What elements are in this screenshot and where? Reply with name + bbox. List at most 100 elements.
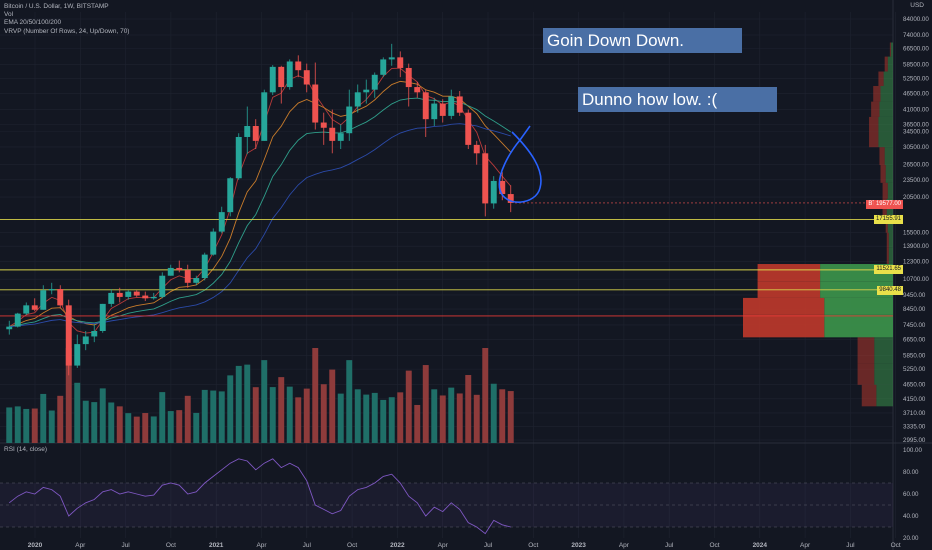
- candle-body: [159, 275, 166, 297]
- volume-bar: [473, 394, 480, 443]
- price-tick: 2995.00: [903, 437, 926, 444]
- candle-body: [380, 59, 387, 75]
- profile-down: [886, 232, 889, 248]
- volume-bar: [142, 413, 149, 443]
- profile-up: [890, 42, 893, 57]
- volume-bar: [269, 387, 276, 443]
- candle-body: [269, 66, 276, 93]
- annotation-dunno[interactable]: Dunno how low. :(: [578, 87, 777, 112]
- candle-body: [482, 153, 489, 204]
- candle-body: [286, 61, 293, 88]
- volume-bar: [116, 406, 123, 443]
- ema-200-line: [9, 123, 511, 328]
- time-tick: 2022: [390, 542, 405, 549]
- ema-50-line: [9, 80, 512, 328]
- candle-body: [456, 96, 463, 113]
- profile-up: [876, 384, 893, 407]
- profile-up: [883, 71, 893, 87]
- price-tick: 46500.00: [903, 91, 929, 98]
- profile-up: [888, 247, 893, 265]
- symbol-label: Bitcoin / U.S. Dollar, 1W, BITSTAMP: [4, 3, 109, 10]
- profile-up: [879, 101, 893, 117]
- profile-down: [889, 42, 891, 57]
- rsi-tick: 40.00: [903, 513, 919, 520]
- volume-bar: [252, 387, 259, 443]
- volume-bar: [133, 416, 140, 443]
- profile-down: [743, 314, 825, 338]
- profile-down: [757, 264, 821, 282]
- price-tick: 36500.00: [903, 121, 929, 128]
- candle-body: [312, 84, 319, 123]
- ema-label: EMA 20/50/100/200: [4, 19, 62, 27]
- price-tick: 10700.00: [903, 276, 929, 283]
- volume-bar: [388, 397, 395, 443]
- candle-body: [82, 336, 89, 345]
- price-axis: 84000.00 74000.00 66500.00 58500.00 52500.00…: [903, 16, 929, 444]
- candle-body: [218, 212, 225, 232]
- profile-down: [886, 247, 889, 265]
- profile-up: [874, 363, 893, 385]
- time-tick: Apr: [256, 542, 267, 549]
- price-tick: 8450.00: [903, 306, 926, 313]
- rsi-pane: 100.00 80.00 60.00 40.00 20.00: [0, 447, 922, 542]
- profile-down: [743, 297, 825, 315]
- candle-body: [295, 61, 302, 71]
- candle-body: [227, 178, 234, 213]
- candle-body: [150, 296, 157, 299]
- volume-bar: [82, 400, 89, 443]
- profile-up: [878, 116, 893, 132]
- price-tick: 4650.00: [903, 381, 926, 388]
- price-tick: 23500.00: [903, 177, 929, 184]
- profile-down: [857, 337, 875, 364]
- candle-body: [473, 144, 480, 154]
- ema-100-line: [9, 97, 511, 328]
- volume-bar: [456, 393, 463, 443]
- price-tick: 58500.00: [903, 62, 929, 69]
- time-axis: 2020 Apr Jul Oct 2021 Apr Jul Oct 2022 Apr Jul Oct 2…: [28, 542, 901, 549]
- volume-bar: [499, 389, 506, 443]
- candle-body: [23, 305, 30, 314]
- profile-down: [869, 116, 879, 132]
- candle-body: [235, 136, 242, 179]
- vrvp-label: VRVP (Number Of Rows, 24, Up/Down, 70): [4, 27, 130, 35]
- volume-bar: [397, 392, 404, 443]
- volume-bar: [482, 348, 489, 443]
- volume-bar: [507, 391, 514, 443]
- level-badge-11521: 11521.65: [874, 265, 903, 274]
- candle-body: [439, 103, 446, 116]
- profile-up: [888, 232, 893, 248]
- volume-bar: [431, 389, 438, 443]
- candle-body: [125, 291, 132, 297]
- profile-up: [885, 165, 893, 183]
- volume-bar: [405, 370, 412, 443]
- volume-bar: [193, 412, 200, 443]
- candle-body: [6, 326, 13, 330]
- candle-body: [499, 180, 506, 195]
- price-tick: 5850.00: [903, 352, 926, 359]
- candle-body: [371, 74, 378, 90]
- volume-bar: [465, 375, 472, 443]
- price-tick: 3335.00: [903, 423, 926, 430]
- time-tick: Jul: [665, 542, 674, 549]
- time-tick: Jul: [303, 542, 312, 549]
- price-tick: 13900.00: [903, 243, 929, 250]
- annotation-goin-down[interactable]: Goin Down Down.: [543, 28, 742, 53]
- rsi-line: [8, 458, 511, 535]
- candle-body: [14, 313, 21, 327]
- profile-down: [880, 165, 886, 183]
- profile-down: [884, 56, 888, 72]
- price-tick: 3710.00: [903, 410, 926, 417]
- price-tick: 66500.00: [903, 46, 929, 53]
- candle-body: [422, 92, 429, 120]
- volume-bar: [329, 369, 336, 443]
- candle-body: [201, 254, 208, 279]
- volume-bar: [74, 382, 81, 443]
- profile-up: [824, 297, 893, 315]
- time-tick: Oct: [709, 542, 719, 549]
- candle-body: [210, 231, 217, 255]
- volume-bar: [380, 399, 387, 443]
- profile-up: [880, 86, 893, 102]
- candle-body: [354, 92, 361, 107]
